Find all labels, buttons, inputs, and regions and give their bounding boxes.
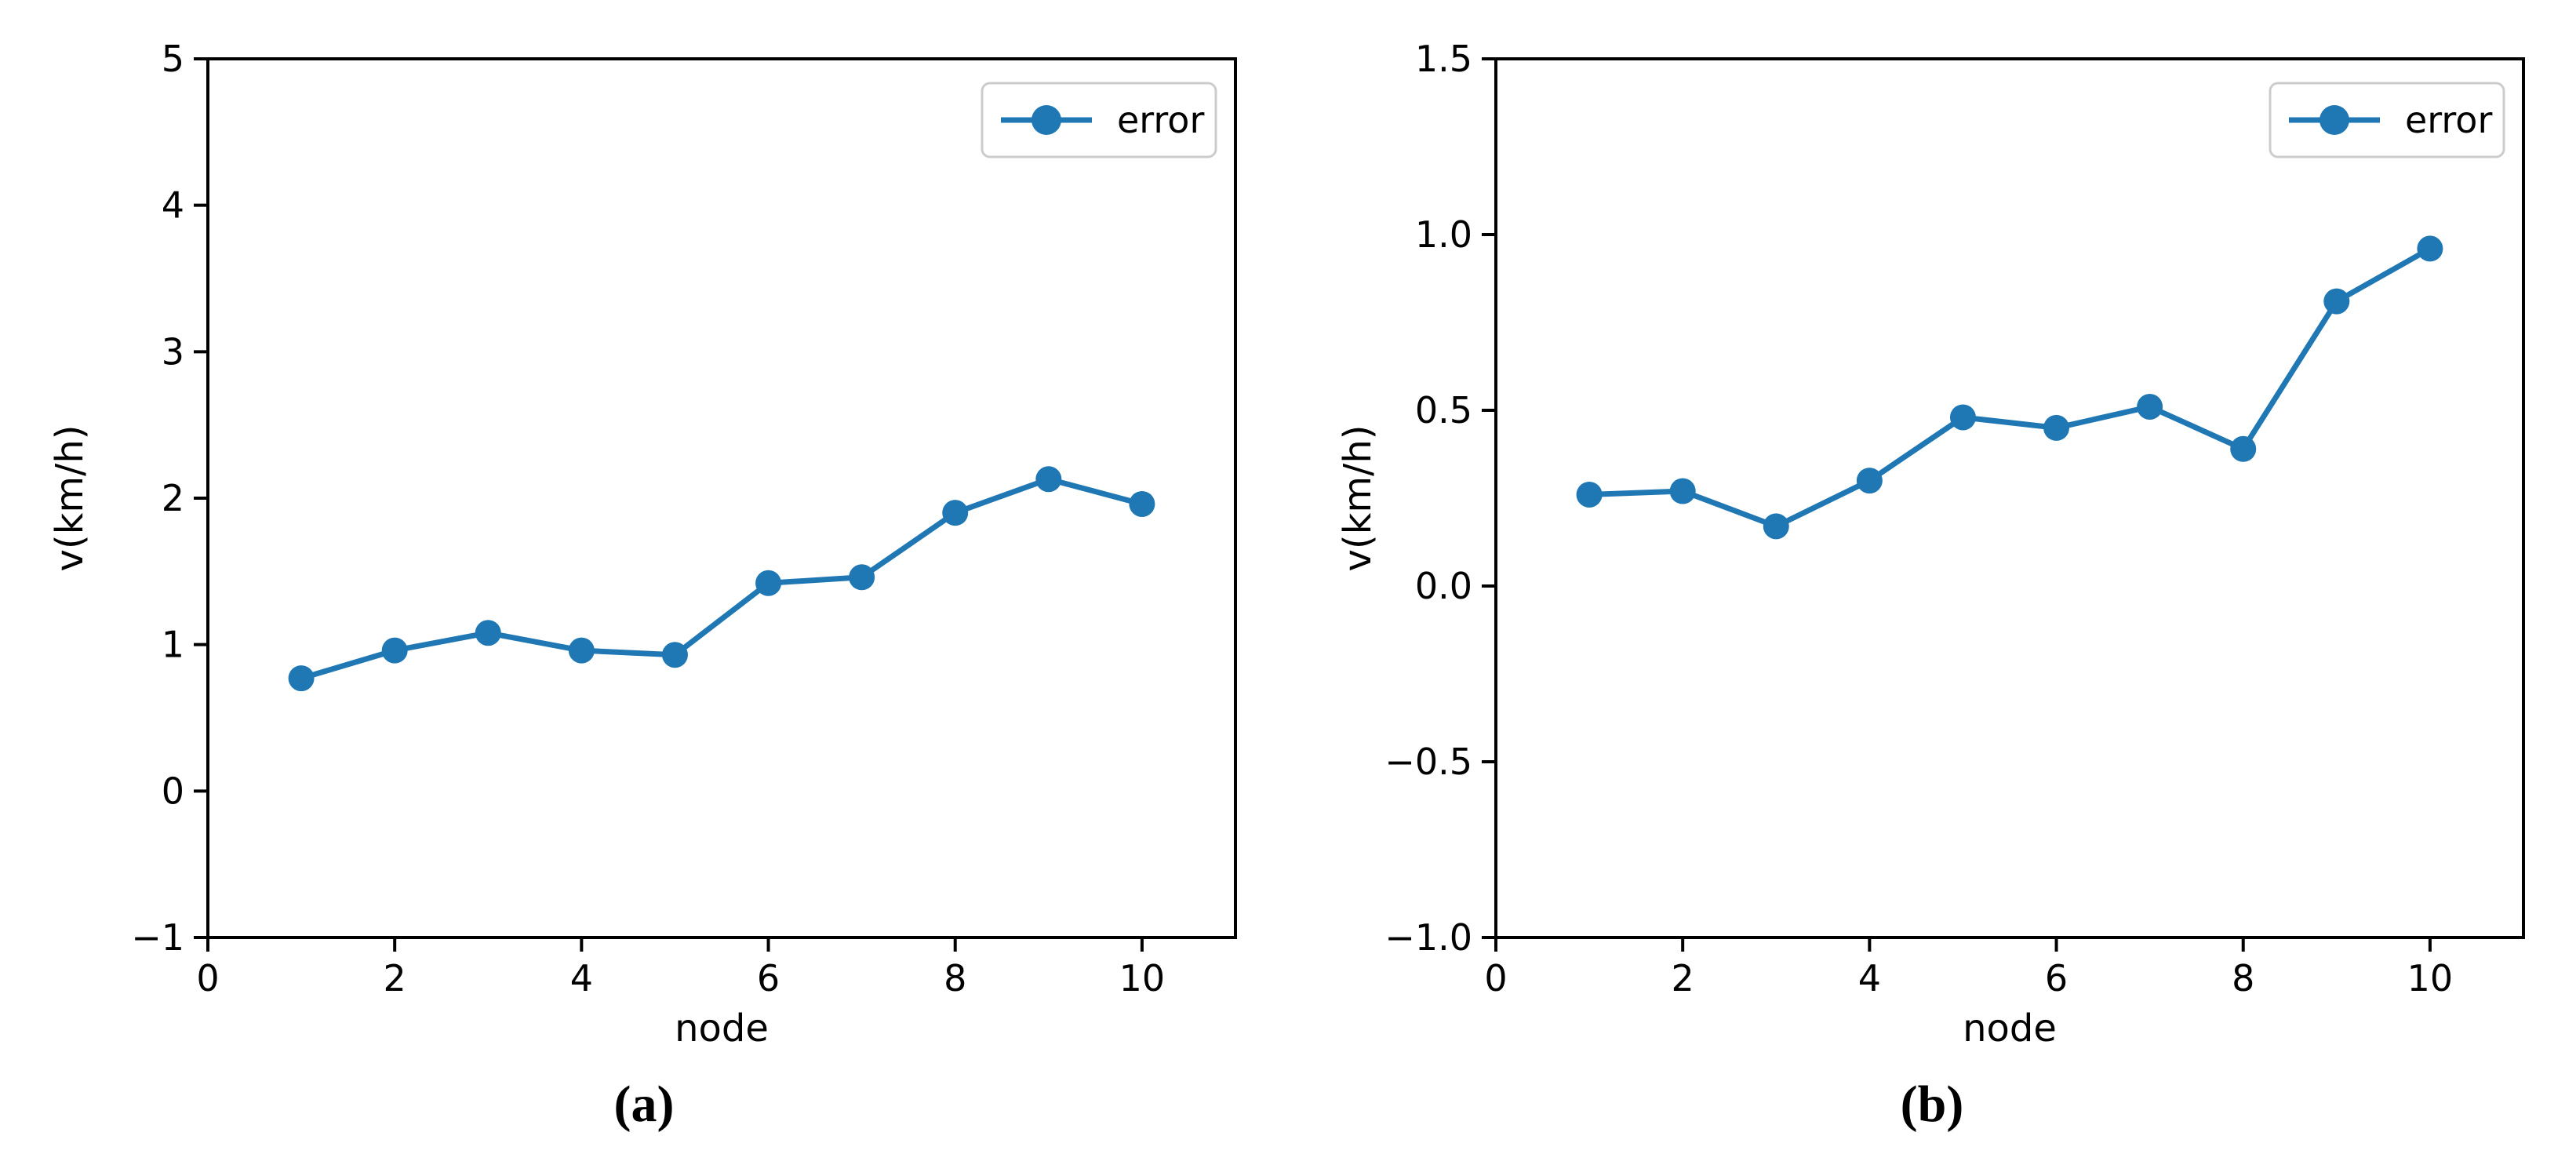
data-point <box>2417 235 2443 262</box>
y-tick-label: 3 <box>162 330 184 373</box>
chart-b: 0 2 4 6 8 10 −1.0 −0.5 0.0 0.5 1.0 1.5 node v(km/h) er… <box>1336 38 2525 1050</box>
y-tick-label: 0 <box>162 770 184 812</box>
legend-box <box>2269 82 2505 158</box>
legend-box <box>981 82 1217 158</box>
x-tick-label: 10 <box>1119 957 1166 999</box>
legend-marker <box>1031 105 1061 135</box>
legend-label: error <box>2405 99 2492 141</box>
data-point <box>661 642 688 668</box>
panel-a: 0 2 4 6 8 10 −1 0 1 2 3 4 5 node v(km/h) error (a) <box>48 38 1237 1133</box>
data-point <box>1949 404 1976 431</box>
x-tick-label: 6 <box>757 957 780 999</box>
plot-box <box>206 57 1237 939</box>
panel-b: 0 2 4 6 8 10 −1.0 −0.5 0.0 0.5 1.0 1.5 node v(km/h) er… <box>1288 0 2576 1165</box>
data-point <box>1669 478 1696 504</box>
data-point <box>288 665 315 692</box>
x-tick-label: 4 <box>570 957 593 999</box>
y-tick-label: 1 <box>162 624 184 666</box>
data-point <box>1035 466 1062 493</box>
plot-box <box>1494 57 2525 939</box>
data-point <box>2137 394 2163 420</box>
x-tick-label: 4 <box>1858 957 1881 999</box>
data-point <box>1763 513 1789 540</box>
chart-a: 0 2 4 6 8 10 −1 0 1 2 3 4 5 node v(km/h) error <box>48 38 1237 1050</box>
x-axis-label: node <box>1963 1007 2057 1050</box>
data-point <box>1576 482 1603 508</box>
data-point <box>942 500 969 526</box>
legend-marker <box>2319 105 2349 135</box>
series-line <box>300 476 1143 681</box>
x-tick-label: 0 <box>196 957 219 999</box>
y-tick-label: 0.0 <box>1415 565 1472 607</box>
data-point <box>2043 414 2070 441</box>
y-tick-label: 4 <box>162 184 184 227</box>
data-point <box>2323 288 2350 315</box>
caption-a: (a) <box>613 1076 675 1133</box>
x-tick-label: 8 <box>944 957 966 999</box>
data-point <box>755 570 782 596</box>
y-axis-label: v(km/h) <box>1336 424 1380 571</box>
x-tick-label: 2 <box>384 957 406 999</box>
x-axis-label: node <box>675 1007 769 1050</box>
x-tick-label: 6 <box>2045 957 2068 999</box>
y-tick-label: −1 <box>131 916 184 959</box>
legend-label: error <box>1117 99 1204 141</box>
y-axis-label: v(km/h) <box>48 424 92 571</box>
data-point <box>1129 490 1155 517</box>
y-tick-label: 1.0 <box>1415 213 1472 256</box>
data-point <box>475 620 501 646</box>
data-point <box>381 637 408 664</box>
data-point <box>2230 435 2257 462</box>
y-tick-label: 0.5 <box>1415 389 1472 431</box>
x-tick-label: 10 <box>2407 957 2454 999</box>
data-point <box>568 637 595 664</box>
series-line <box>1588 246 2432 530</box>
data-point <box>1856 468 1883 494</box>
y-tick-label: 2 <box>162 477 184 519</box>
caption-b: (b) <box>1900 1076 1964 1133</box>
y-tick-label: 5 <box>162 38 184 80</box>
y-tick-label: 1.5 <box>1415 38 1472 80</box>
x-tick-label: 0 <box>1484 957 1507 999</box>
data-point <box>849 564 875 591</box>
x-tick-label: 8 <box>2232 957 2254 999</box>
x-tick-label: 2 <box>1672 957 1694 999</box>
y-tick-label: −0.5 <box>1384 741 1472 783</box>
y-tick-label: −1.0 <box>1384 916 1472 959</box>
